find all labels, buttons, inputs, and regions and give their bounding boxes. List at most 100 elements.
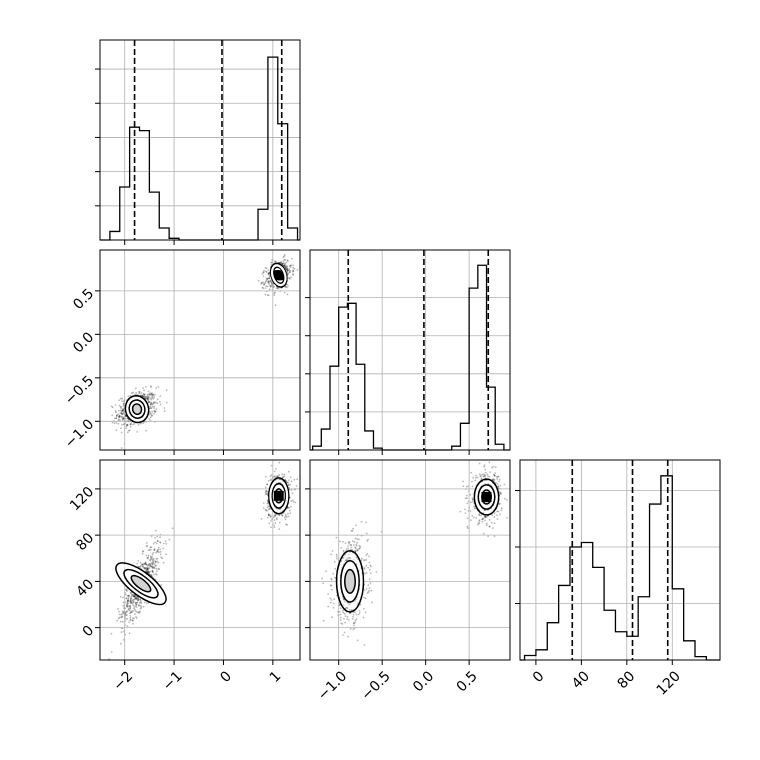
y-z-point-0-549: [357, 613, 360, 616]
x-z-point-0-178: [146, 557, 149, 559]
x-y-point-1-132: [286, 269, 289, 272]
x-y-point-0-589: [151, 410, 154, 413]
x-y-point-0-407: [163, 410, 166, 413]
y-z-contour-0-1: [340, 560, 360, 603]
x-z-point-0-547: [129, 600, 131, 603]
y-z-point-1-484: [473, 507, 476, 510]
x-z-point-0-334: [116, 619, 118, 622]
y-z-point-1-160: [482, 475, 485, 478]
x-z-point-0-211: [162, 561, 165, 564]
x-y-point-0-205: [121, 415, 123, 418]
hist-z-xtick-label-3: 120: [654, 668, 684, 698]
x-z-point-0-89: [132, 607, 135, 609]
x-z-ytick-label-2: 80: [73, 530, 97, 554]
y-z-point-0-204: [365, 564, 368, 567]
y-z-point-0-528: [347, 619, 350, 621]
y-z-point-0-205: [339, 610, 341, 613]
x-z-point-1-23: [264, 486, 267, 489]
y-z-point-0-589: [348, 542, 350, 545]
y-z-contour-1-2: [481, 489, 492, 505]
x-y-point-0-75: [150, 398, 153, 401]
x-z-point-0-529: [153, 548, 156, 551]
x-z-point-1-469: [288, 479, 290, 482]
x-y-point-1-74: [289, 264, 292, 267]
x-z-point-0-538: [159, 541, 161, 543]
x-z-point-1-227: [287, 470, 290, 473]
x-y-point-1-353: [261, 282, 263, 284]
x-z-point-1-474: [270, 520, 272, 522]
y-z-point-1-408: [480, 518, 483, 521]
x-y-point-0-532: [118, 399, 120, 402]
y-z-point-0-129: [354, 546, 357, 549]
x-z-point-0-71: [138, 611, 141, 614]
x-z-point-0-95: [122, 611, 124, 614]
x-y-point-0-482: [153, 405, 156, 408]
x-y-point-0-609: [122, 416, 125, 419]
x-y-point-1-393: [286, 265, 288, 267]
x-z-point-0-91: [137, 611, 140, 614]
y-z-point-0-203: [375, 571, 378, 573]
x-z-point-0-278: [157, 546, 160, 549]
x-z-point-0-463: [148, 564, 150, 566]
x-z-point-0-341: [152, 561, 155, 563]
x-z-ytick-label-1: 40: [73, 576, 97, 600]
x-z-point-0-372: [155, 567, 158, 570]
y-z-point-0-300: [359, 547, 361, 550]
x-z-point-1-140: [265, 509, 268, 511]
x-y-point-0-535: [126, 424, 129, 427]
x-z-point-0-19: [134, 597, 137, 600]
x-z-point-0-470: [141, 564, 144, 567]
x-y-point-0-389: [148, 417, 151, 420]
x-z-point-1-494: [284, 515, 287, 517]
x-y-point-0-209: [150, 397, 153, 400]
x-z-point-1-37: [269, 515, 272, 518]
y-z-point-1-220: [488, 519, 491, 521]
y-z-point-0-494: [363, 559, 365, 561]
x-z-point-1-5: [289, 509, 291, 512]
y-z-point-1-67: [484, 515, 487, 518]
x-z-point-0-295: [131, 593, 133, 596]
x-y-point-1-436: [274, 260, 276, 263]
x-y-point-1-470: [286, 267, 289, 270]
hist-z-bar-9: [627, 636, 638, 660]
y-z-point-0-39: [365, 572, 368, 574]
x-y-point-0-253: [152, 402, 155, 404]
x-z-point-0-559: [140, 600, 142, 602]
x-y-point-0-544: [140, 422, 143, 425]
x-z-point-0-503: [137, 598, 140, 601]
x-z-point-0-64: [134, 596, 137, 599]
y-z-point-0-76: [368, 578, 371, 580]
x-y-point-0-586: [120, 411, 123, 414]
x-y-point-0-523: [119, 397, 122, 400]
y-z-point-0-189: [365, 558, 368, 561]
x-z-point-0-93: [151, 563, 154, 565]
x-z-point-0-455: [138, 598, 141, 601]
y-z-point-1-127: [477, 521, 480, 524]
y-z-point-1-238: [466, 497, 468, 500]
hist-z-bar-8: [615, 632, 626, 660]
x-y-point-1-265: [289, 271, 291, 274]
x-y-point-0-240: [111, 421, 114, 424]
x-y-point-0-333: [115, 417, 118, 420]
y-z-point-1-515: [493, 516, 496, 518]
x-z-point-0-608: [125, 614, 128, 617]
y-z-point-1-208: [491, 514, 494, 517]
x-z-point-1-257: [266, 509, 268, 512]
x-z-point-0-4: [149, 573, 152, 576]
x-z-point-1-139: [264, 476, 267, 478]
y-z-point-1-350: [491, 527, 494, 529]
y-z-point-0-174: [347, 547, 350, 550]
x-y-point-1-52: [265, 285, 268, 287]
x-y-contour-1-0: [269, 262, 288, 288]
x-y-point-1-276: [292, 266, 294, 269]
x-z-point-0-261: [127, 602, 129, 605]
x-y-point-1-42: [268, 284, 271, 287]
x-y-point-1-418: [281, 263, 284, 266]
y-z-point-1-103: [497, 475, 500, 478]
x-y-point-0-30: [147, 397, 150, 399]
x-y-point-0-165: [122, 404, 125, 406]
x-z-point-0-475: [148, 549, 151, 551]
x-y-point-1-199: [284, 263, 287, 265]
y-z-point-1-107: [496, 478, 499, 480]
x-y-point-0-591: [144, 393, 146, 396]
